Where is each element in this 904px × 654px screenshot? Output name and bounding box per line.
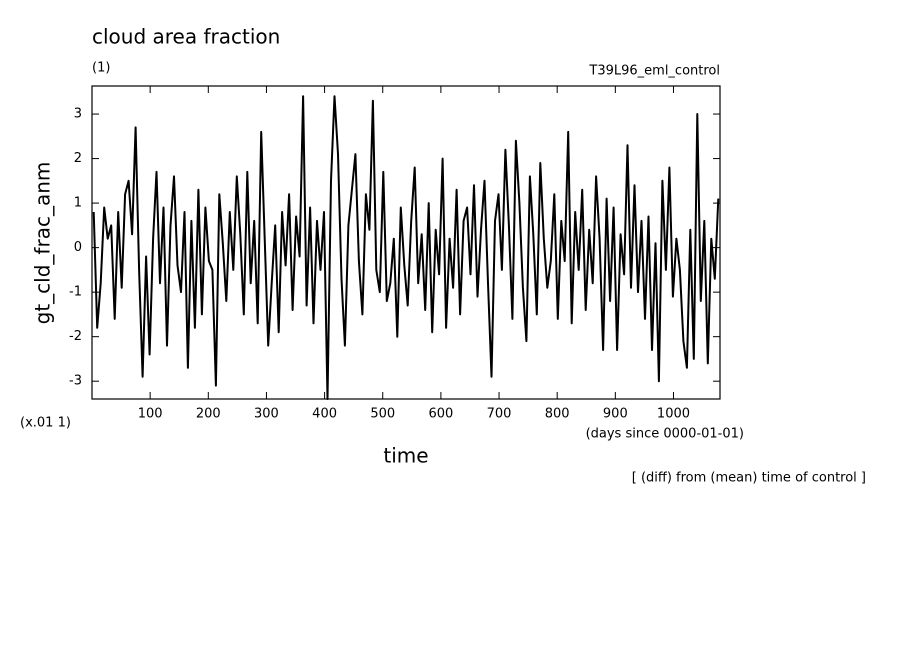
plot-frame: [91, 85, 721, 400]
y-tick-label: -2: [69, 329, 82, 344]
y-unit-label: (x.01 1): [20, 416, 71, 431]
y-tick-label: -3: [69, 374, 82, 389]
x-tick-label: 700: [487, 407, 512, 422]
subtitle: (1): [92, 61, 110, 76]
x-tick-label: 800: [545, 407, 570, 422]
y-tick-label: 0: [74, 240, 82, 255]
note: [ (diff) from (mean) time of control ]: [632, 471, 866, 486]
x-tick-label: 500: [370, 407, 395, 422]
y-tick-label: 1: [74, 196, 82, 211]
x-tick-label: 200: [196, 407, 221, 422]
data-line: [92, 95, 720, 400]
y-tick-label: -1: [69, 285, 82, 300]
run-label: T39L96_eml_control: [588, 64, 720, 79]
x-tick-label: 600: [428, 407, 453, 422]
x-tick-label: 400: [312, 407, 337, 422]
y-tick-label: 3: [74, 107, 82, 122]
y-tick-label: 2: [74, 151, 82, 166]
x-tick-label: 900: [603, 407, 628, 422]
x-tick-label: 100: [138, 407, 163, 422]
chart-title: cloud area fraction: [92, 25, 280, 49]
x-tick-label: 1000: [657, 407, 690, 422]
y-axis-label: gt_cld_frac_anm: [31, 162, 55, 325]
x-unit-label: (days since 0000-01-01): [586, 427, 744, 442]
x-tick-label: 300: [254, 407, 279, 422]
x-axis-label: time: [383, 444, 428, 468]
